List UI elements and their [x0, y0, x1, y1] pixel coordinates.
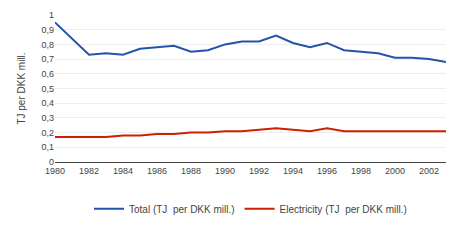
svg-text:Electricity (TJ per DKK mill.: Electricity (TJ per DKK mill.) [280, 204, 407, 215]
svg-text:TJ per DKK mill.: TJ per DKK mill. [16, 52, 27, 124]
svg-text:0,1: 0,1 [41, 142, 54, 152]
svg-text:2000: 2000 [385, 166, 405, 176]
svg-text:1988: 1988 [181, 166, 201, 176]
svg-text:1994: 1994 [283, 166, 303, 176]
svg-text:0,9: 0,9 [41, 25, 54, 35]
svg-text:1: 1 [49, 10, 54, 20]
svg-text:Total (TJ per DKK mill.): Total (TJ per DKK mill.) [129, 204, 235, 215]
svg-text:0,5: 0,5 [41, 84, 54, 94]
svg-text:0: 0 [49, 157, 54, 167]
svg-text:1980: 1980 [45, 166, 65, 176]
svg-text:0,6: 0,6 [41, 69, 54, 79]
svg-text:0,3: 0,3 [41, 113, 54, 123]
svg-text:1996: 1996 [317, 166, 337, 176]
svg-text:1986: 1986 [147, 166, 167, 176]
svg-text:1990: 1990 [215, 166, 235, 176]
svg-text:2002: 2002 [419, 166, 439, 176]
svg-text:1982: 1982 [79, 166, 99, 176]
svg-text:1992: 1992 [249, 166, 269, 176]
svg-text:0,7: 0,7 [41, 54, 54, 64]
svg-text:0,2: 0,2 [41, 128, 54, 138]
svg-text:0,4: 0,4 [41, 98, 54, 108]
svg-text:0,8: 0,8 [41, 40, 54, 50]
svg-text:1984: 1984 [113, 166, 133, 176]
svg-text:1998: 1998 [351, 166, 371, 176]
